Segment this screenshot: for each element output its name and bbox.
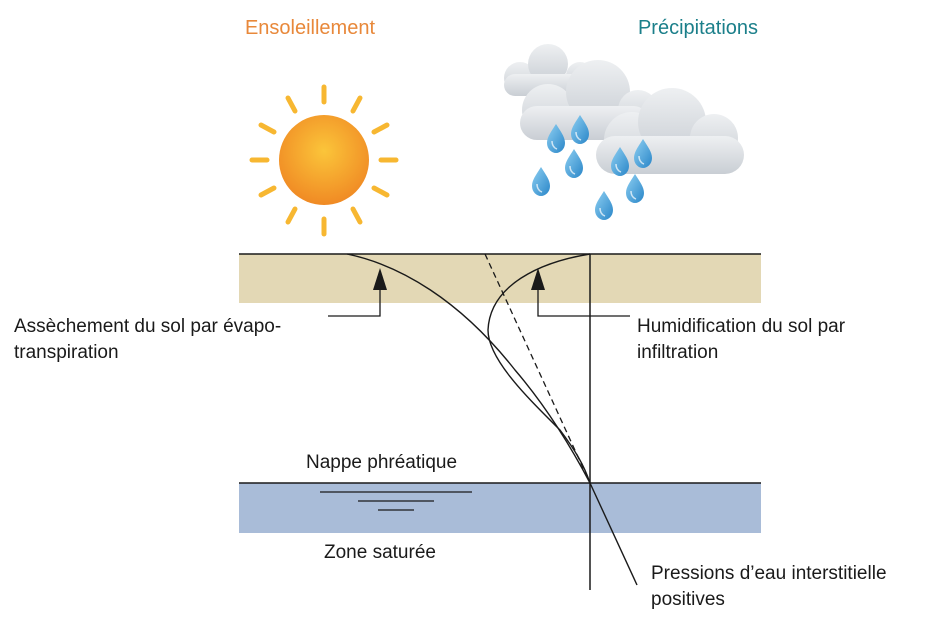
water-table-label: Nappe phréatique xyxy=(306,452,457,473)
wetting-pressure-curve xyxy=(487,253,591,484)
sun-rays xyxy=(249,84,399,237)
drying-label-line2: transpiration xyxy=(14,342,119,363)
positive-pressure-line xyxy=(589,482,638,586)
pore-pressure-label-line1: Pressions d’eau interstitielle xyxy=(651,563,887,584)
saturated-zone-layer xyxy=(239,483,761,533)
pore-pressure-label-line2: positives xyxy=(651,589,725,610)
saturated-zone-label: Zone saturée xyxy=(324,542,436,563)
hydrostatic-pressure-line xyxy=(484,253,591,484)
unsaturated-soil-layer xyxy=(239,254,761,303)
drying-pressure-curve xyxy=(346,253,591,484)
rain-title: Précipitations xyxy=(638,17,758,39)
drying-label-line1: Assèchement du sol par évapo- xyxy=(14,316,281,337)
wetting-pointer-arrow xyxy=(531,268,630,317)
rain-clouds-icon xyxy=(504,44,744,221)
wetting-label-line2: infiltration xyxy=(637,342,718,363)
wetting-label-line1: Humidification du sol par xyxy=(637,316,846,337)
sun-core xyxy=(279,115,369,205)
sun-icon xyxy=(249,84,399,237)
water-table-icon xyxy=(320,491,472,511)
drying-pointer-arrow xyxy=(328,268,387,317)
sun-title: Ensoleillement xyxy=(245,17,376,39)
